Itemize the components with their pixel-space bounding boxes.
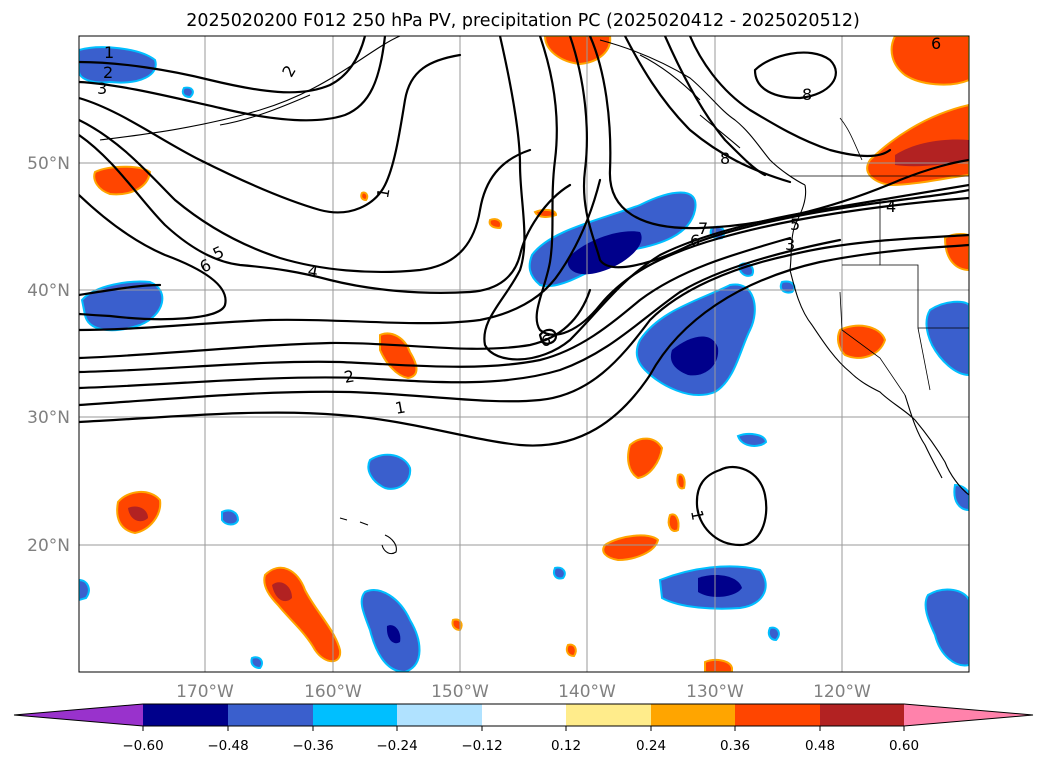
- colorbar-segment: [904, 704, 1033, 726]
- colorbar-tick-label: 0.36: [720, 738, 750, 754]
- contour-label: 8: [720, 149, 730, 168]
- colorbar-segment: [651, 704, 735, 726]
- colorbar-tick-label: 0.24: [636, 738, 666, 754]
- contour-label: 3: [785, 235, 795, 254]
- lat-label-20n: 20°N: [27, 536, 70, 556]
- longitude-labels: 170°W 160°W 150°W 140°W 130°W 120°W: [176, 682, 871, 702]
- colorbar-ticks: [142, 726, 905, 731]
- colorbar-tick-label: 0.60: [889, 738, 919, 754]
- colorbar: −0.60 −0.48 −0.36 −0.24 −0.12 0.12 0.24 …: [13, 703, 1034, 754]
- colorbar-tick-label: 0.12: [551, 738, 581, 754]
- contour-label: 2: [343, 366, 356, 386]
- lon-label-160w: 160°W: [304, 682, 362, 702]
- contour-label: 5: [790, 215, 800, 234]
- lat-label-30n: 30°N: [27, 408, 70, 428]
- political-borders: [790, 117, 969, 396]
- contour-label: 1: [687, 509, 707, 522]
- contour-label: 6: [541, 331, 551, 350]
- contour-label: 6: [931, 34, 941, 53]
- contour-label: 4: [306, 261, 319, 281]
- colorbar-segment: [397, 704, 482, 726]
- colorbar-tick-label: −0.36: [292, 738, 333, 754]
- colorbar-tick-label: −0.12: [461, 738, 502, 754]
- contour-label: 1: [373, 186, 393, 199]
- pv-contours: [79, 36, 969, 547]
- contour-label: 1: [104, 43, 114, 62]
- colorbar-tick-label: −0.24: [376, 738, 417, 754]
- lat-label-50n: 50°N: [27, 154, 70, 174]
- lat-label-40n: 40°N: [27, 281, 70, 301]
- contour-label: 4: [886, 197, 896, 216]
- contour-labels: 1 2 3 2 1 5 6 4 8 8 7 6 5 3 4 6 2 1 1 6: [97, 34, 941, 522]
- contour-label: 3: [97, 79, 107, 98]
- colorbar-segment: [14, 704, 143, 726]
- colorbar-tick-label: −0.60: [122, 738, 163, 754]
- map-area: 1 2 3 2 1 5 6 4 8 8 7 6 5 3 4 6 2 1 1 6: [79, 34, 969, 672]
- precip-negative-areas: [79, 46, 969, 672]
- colorbar-segment: [566, 704, 651, 726]
- latitude-labels: 50°N 40°N 30°N 20°N: [27, 154, 70, 556]
- contour-label: 8: [802, 85, 812, 104]
- contour-label: 1: [394, 397, 407, 417]
- lon-label-120w: 120°W: [813, 682, 871, 702]
- colorbar-segment: [143, 704, 228, 726]
- contour-label: 7: [698, 219, 708, 238]
- lon-label-140w: 140°W: [558, 682, 616, 702]
- colorbar-tick-label: 0.48: [805, 738, 835, 754]
- colorbar-segment: [820, 704, 904, 726]
- map-title: 2025020200 F012 250 hPa PV, precipitatio…: [186, 11, 860, 31]
- map-frame: [78, 35, 970, 673]
- contour-label: 6: [690, 231, 700, 250]
- lon-label-150w: 150°W: [431, 682, 489, 702]
- colorbar-segment: [228, 704, 313, 726]
- contour-label: 2: [103, 63, 113, 82]
- colorbar-segment: [313, 704, 397, 726]
- lon-label-170w: 170°W: [176, 682, 234, 702]
- lon-label-130w: 130°W: [686, 682, 744, 702]
- colorbar-segment: [735, 704, 820, 726]
- colorbar-segment: [482, 704, 566, 726]
- colorbar-tick-label: −0.48: [207, 738, 248, 754]
- gridlines: [79, 36, 969, 672]
